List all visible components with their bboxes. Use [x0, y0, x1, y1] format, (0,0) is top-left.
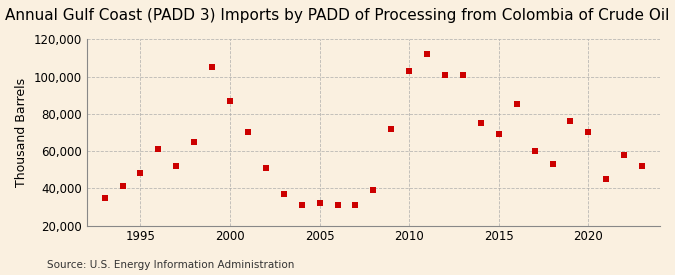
Point	[171, 164, 182, 168]
Point	[439, 73, 450, 77]
Point	[368, 188, 379, 192]
Point	[565, 119, 576, 123]
Point	[458, 73, 468, 77]
Point	[386, 126, 397, 131]
Point	[242, 130, 253, 135]
Point	[547, 162, 558, 166]
Point	[189, 140, 200, 144]
Point	[619, 153, 630, 157]
Point	[404, 69, 414, 73]
Point	[153, 147, 164, 152]
Point	[493, 132, 504, 136]
Point	[207, 65, 217, 69]
Point	[475, 121, 486, 125]
Point	[99, 196, 110, 200]
Point	[350, 203, 361, 207]
Point	[225, 98, 236, 103]
Point	[314, 201, 325, 205]
Point	[332, 203, 343, 207]
Point	[278, 192, 289, 196]
Point	[511, 102, 522, 107]
Point	[117, 184, 128, 189]
Point	[135, 171, 146, 176]
Text: Annual Gulf Coast (PADD 3) Imports by PADD of Processing from Colombia of Crude : Annual Gulf Coast (PADD 3) Imports by PA…	[5, 8, 670, 23]
Point	[261, 166, 271, 170]
Point	[529, 149, 540, 153]
Y-axis label: Thousand Barrels: Thousand Barrels	[15, 78, 28, 187]
Point	[422, 52, 433, 56]
Point	[637, 164, 647, 168]
Point	[601, 177, 612, 181]
Point	[583, 130, 594, 135]
Point	[296, 203, 307, 207]
Text: Source: U.S. Energy Information Administration: Source: U.S. Energy Information Administ…	[47, 260, 294, 270]
